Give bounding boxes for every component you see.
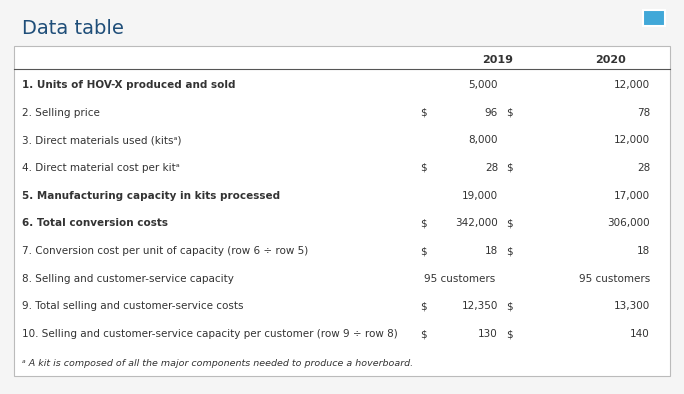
Text: $: $ (420, 246, 427, 256)
Text: 8. Selling and customer-service capacity: 8. Selling and customer-service capacity (22, 274, 234, 284)
Text: 95 customers: 95 customers (424, 274, 495, 284)
Text: $: $ (506, 108, 512, 117)
Text: $: $ (420, 108, 427, 117)
Text: $: $ (420, 218, 427, 229)
Text: 6. Total conversion costs: 6. Total conversion costs (22, 218, 168, 229)
Text: $: $ (506, 301, 512, 311)
Text: $: $ (506, 246, 512, 256)
Text: 12,000: 12,000 (614, 80, 650, 90)
Text: 18: 18 (485, 246, 498, 256)
Text: 3. Direct materials used (kitsᵃ): 3. Direct materials used (kitsᵃ) (22, 135, 181, 145)
Text: 2. Selling price: 2. Selling price (22, 108, 100, 117)
Text: 95 customers: 95 customers (579, 274, 650, 284)
Text: $: $ (506, 329, 512, 339)
Text: $: $ (506, 218, 512, 229)
Text: $: $ (420, 163, 427, 173)
Text: 17,000: 17,000 (614, 191, 650, 201)
Text: $: $ (420, 301, 427, 311)
Text: 1. Units of HOV-X produced and sold: 1. Units of HOV-X produced and sold (22, 80, 235, 90)
Text: Data table: Data table (22, 19, 124, 38)
Text: 5. Manufacturing capacity in kits processed: 5. Manufacturing capacity in kits proces… (22, 191, 280, 201)
Text: 12,350: 12,350 (462, 301, 498, 311)
Text: 2019: 2019 (482, 55, 514, 65)
Text: 8,000: 8,000 (469, 135, 498, 145)
Text: ᵃ A kit is composed of all the major components needed to produce a hoverboard.: ᵃ A kit is composed of all the major com… (22, 359, 413, 368)
Text: 306,000: 306,000 (607, 218, 650, 229)
Text: 9. Total selling and customer-service costs: 9. Total selling and customer-service co… (22, 301, 244, 311)
Text: 13,300: 13,300 (614, 301, 650, 311)
Text: 96: 96 (485, 108, 498, 117)
Text: $: $ (420, 329, 427, 339)
Text: 78: 78 (637, 108, 650, 117)
Text: 342,000: 342,000 (456, 218, 498, 229)
Text: 10. Selling and customer-service capacity per customer (row 9 ÷ row 8): 10. Selling and customer-service capacit… (22, 329, 398, 339)
Text: 4. Direct material cost per kitᵃ: 4. Direct material cost per kitᵃ (22, 163, 180, 173)
Text: 130: 130 (478, 329, 498, 339)
Text: $: $ (506, 163, 512, 173)
FancyBboxPatch shape (14, 46, 670, 376)
Text: 5,000: 5,000 (469, 80, 498, 90)
Text: 140: 140 (630, 329, 650, 339)
Text: 19,000: 19,000 (462, 191, 498, 201)
Text: 12,000: 12,000 (614, 135, 650, 145)
Text: 7. Conversion cost per unit of capacity (row 6 ÷ row 5): 7. Conversion cost per unit of capacity … (22, 246, 308, 256)
Text: 28: 28 (637, 163, 650, 173)
Text: 28: 28 (485, 163, 498, 173)
FancyBboxPatch shape (643, 10, 665, 26)
Text: 2020: 2020 (594, 55, 625, 65)
Text: 18: 18 (637, 246, 650, 256)
